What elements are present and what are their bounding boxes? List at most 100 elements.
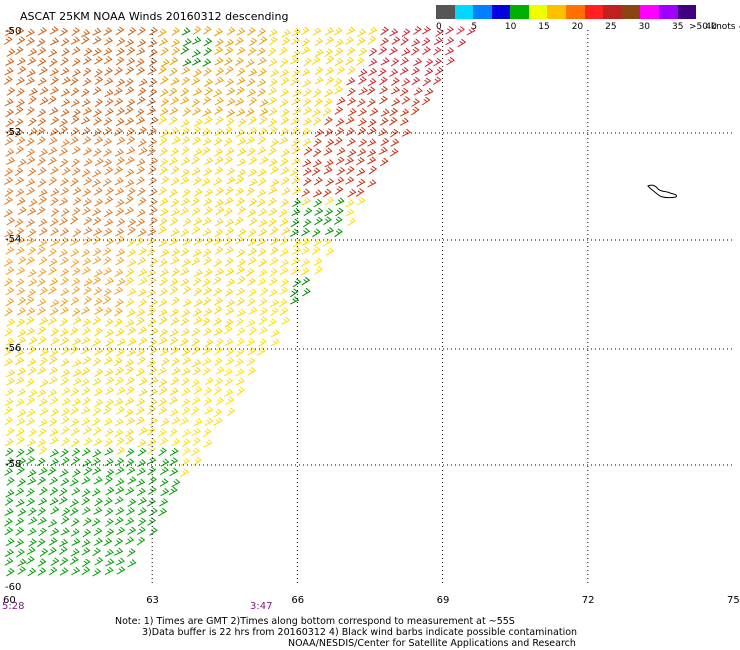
wind-barb (69, 556, 79, 565)
wind-barb (15, 188, 25, 197)
wind-barb (169, 408, 179, 417)
wind-barb (6, 318, 16, 327)
wind-barb (268, 58, 278, 67)
wind-barb (104, 37, 113, 46)
wind-barb (311, 167, 321, 176)
wind-barb (269, 256, 279, 266)
wind-barb (202, 58, 212, 67)
wind-barb (246, 318, 256, 328)
wind-barb (135, 58, 145, 67)
wind-barb (104, 368, 114, 377)
wind-barb (27, 246, 37, 256)
wind-barb (48, 136, 58, 145)
wind-barb (324, 116, 333, 126)
wind-barb (137, 268, 148, 277)
wind-barb (28, 538, 37, 548)
wind-barb (92, 86, 102, 96)
wind-barb (268, 288, 278, 297)
wind-barb (60, 477, 70, 486)
wind-barb (278, 298, 288, 308)
wind-barb (15, 427, 25, 437)
wind-barb (158, 238, 168, 247)
wind-barb (202, 217, 212, 226)
wind-barb (245, 338, 256, 347)
wind-barb (347, 87, 356, 97)
wind-barb (148, 176, 158, 186)
wind-barb (138, 426, 148, 436)
wind-barb (115, 26, 125, 36)
colorbar-tick-label: 40 (705, 22, 717, 32)
wind-barb (258, 326, 268, 335)
wind-barb (291, 138, 300, 147)
wind-barb (225, 78, 235, 87)
wind-barb (171, 136, 181, 145)
wind-barb (236, 197, 245, 207)
wind-barb (136, 467, 146, 476)
wind-barb (146, 268, 157, 278)
wind-barb (226, 26, 236, 36)
wind-barb (171, 27, 181, 36)
wind-barb (4, 526, 14, 536)
wind-barb (94, 157, 104, 166)
wind-barb (159, 277, 169, 286)
wind-barb (125, 536, 135, 545)
wind-barb (80, 377, 90, 387)
wind-barb (149, 257, 158, 267)
wind-barb (223, 368, 233, 377)
wind-barb (280, 127, 289, 137)
wind-barb (72, 68, 82, 77)
wind-barb (279, 217, 289, 227)
wind-barb (399, 117, 409, 126)
wind-barb (180, 317, 190, 326)
wind-barb (257, 247, 267, 257)
wind-barb (169, 278, 179, 287)
wind-barb (4, 406, 13, 415)
wind-barb (93, 297, 103, 307)
wind-barb (27, 56, 37, 66)
latitude-label: -60 (5, 582, 22, 593)
wind-barb (17, 566, 27, 575)
wind-barb (4, 98, 14, 107)
wind-barb (50, 527, 60, 536)
wind-barb (17, 65, 27, 75)
wind-barb (344, 156, 355, 166)
wind-barb (114, 148, 125, 157)
wind-barb (28, 389, 38, 398)
wind-barb (61, 98, 71, 107)
wind-barb (399, 66, 409, 76)
wind-barb (278, 136, 289, 145)
wind-barb (125, 179, 135, 188)
wind-barb (390, 86, 401, 95)
wind-barb (61, 386, 71, 396)
wind-barb (180, 247, 190, 257)
wind-barb (268, 158, 278, 167)
wind-barb (126, 507, 136, 516)
wind-barb (114, 298, 124, 308)
wind-barb (160, 418, 170, 427)
wind-barb (59, 217, 68, 226)
wind-barb (149, 48, 158, 58)
longitude-label: 66 (291, 595, 305, 606)
wind-barb (413, 87, 423, 96)
wind-barb (125, 117, 135, 126)
wind-barb (137, 438, 147, 448)
wind-barb (114, 537, 124, 547)
wind-barb (15, 246, 25, 255)
wind-barb (92, 169, 102, 178)
wind-barb (225, 38, 235, 48)
wind-barb (160, 175, 170, 185)
note-line-2: 3)Data buffer is 22 hrs from 20160312 4)… (142, 627, 578, 638)
wind-barb (202, 346, 212, 356)
wind-barb (127, 337, 137, 347)
wind-barb (379, 37, 389, 46)
wind-barb (125, 38, 135, 48)
wind-barb (104, 548, 114, 557)
wind-barb (25, 178, 36, 187)
wind-barb (115, 457, 125, 467)
wind-barb (3, 258, 13, 267)
wind-barb (37, 108, 47, 118)
wind-barb (236, 266, 246, 275)
wind-barb (269, 36, 278, 46)
wind-barb (203, 256, 213, 266)
